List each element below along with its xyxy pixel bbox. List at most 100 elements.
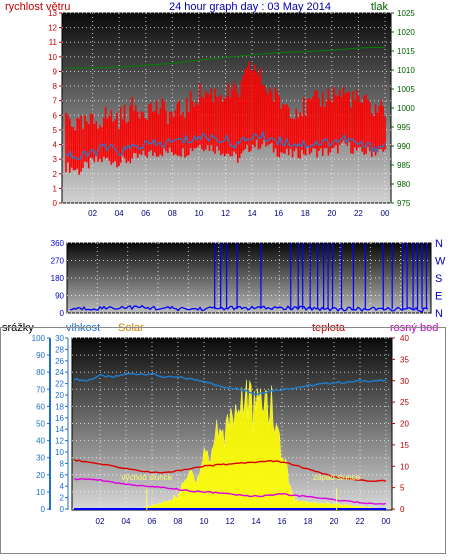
wind-speed-tick-label: 3 xyxy=(53,155,58,164)
humidity-tick-label: 26 xyxy=(55,357,64,366)
direction-panel-grid xyxy=(67,242,431,314)
hour-tick-label: 12 xyxy=(221,209,230,218)
temperature-tick-label: 15 xyxy=(400,441,409,450)
hour-tick-label: 10 xyxy=(194,209,203,218)
humidity-tick-label: 0 xyxy=(60,505,65,514)
humidity-tick-label: 4 xyxy=(60,482,65,491)
humidity-line xyxy=(73,372,387,396)
hour-tick-label: 16 xyxy=(274,209,283,218)
wind-speed-tick-label: 2 xyxy=(53,170,58,179)
hour-tick-label: 20 xyxy=(330,517,339,526)
temperature-tick-label: 40 xyxy=(400,334,409,343)
direction-tick-label: 0 xyxy=(60,309,65,318)
temperature-tick-label: 35 xyxy=(400,355,409,364)
climate-panel-series: východ slunce západ slunce xyxy=(73,372,387,510)
pressure-tick-label: 975 xyxy=(397,199,411,208)
wind-speed-tick-label: 5 xyxy=(53,126,58,135)
pressure-tick-label: 1025 xyxy=(397,9,415,18)
hour-tick-label: 08 xyxy=(174,517,183,526)
sun-event-label: západ slunce xyxy=(313,473,361,482)
graph-title: 24 hour graph day : 03 May 2014 xyxy=(169,1,331,13)
humidity-tick-label: 20 xyxy=(55,391,64,400)
temperature-tick-label: 30 xyxy=(400,377,409,386)
rain-tick-label: 100 xyxy=(32,334,46,343)
wind-panel-axes: 0123456789101112139759809859909951000100… xyxy=(48,9,415,218)
rain-tick-label: 50 xyxy=(36,420,45,429)
hour-tick-label: 00 xyxy=(382,517,391,526)
dewpoint-line xyxy=(73,477,387,505)
humidity-tick-label: 2 xyxy=(60,494,65,503)
wind-average-line xyxy=(65,129,386,161)
direction-tick-label: 360 xyxy=(51,239,65,248)
hour-tick-label: 18 xyxy=(304,517,313,526)
humidity-tick-label: 12 xyxy=(55,437,64,446)
hour-tick-label: 04 xyxy=(122,517,131,526)
pressure-label: tlak xyxy=(371,1,389,13)
rain-tick-label: 80 xyxy=(36,368,45,377)
humidity-tick-label: 8 xyxy=(60,459,65,468)
wind-speed-tick-label: 4 xyxy=(53,141,58,150)
temperature-line xyxy=(73,458,387,483)
wind-direction-line xyxy=(69,304,429,313)
temperature-tick-label: 5 xyxy=(400,484,405,493)
hour-tick-label: 14 xyxy=(252,517,261,526)
rain-tick-label: 40 xyxy=(36,437,45,446)
wind-speed-tick-label: 9 xyxy=(53,67,58,76)
humidity-tick-label: 28 xyxy=(55,345,64,354)
rain-tick-label: 90 xyxy=(36,351,45,360)
wind-speed-tick-label: 11 xyxy=(49,38,58,47)
bottom-frame xyxy=(0,327,446,554)
hour-tick-label: 22 xyxy=(354,209,363,218)
pressure-line xyxy=(66,46,386,69)
humidity-tick-label: 18 xyxy=(55,402,64,411)
temperature-tick-label: 20 xyxy=(400,420,409,429)
rain-tick-label: 20 xyxy=(36,471,45,480)
rain-tick-label: 10 xyxy=(36,488,45,497)
hour-tick-label: 02 xyxy=(96,517,105,526)
hour-tick-label: 06 xyxy=(141,209,150,218)
compass-label: N xyxy=(435,308,443,320)
wind-speed-tick-label: 7 xyxy=(53,97,58,106)
wind-speed-tick-label: 10 xyxy=(48,53,57,62)
pressure-tick-label: 1020 xyxy=(397,28,415,37)
direction-panel-plot xyxy=(66,242,432,314)
wind-speed-label: rychlost větru xyxy=(5,1,70,13)
pressure-tick-label: 980 xyxy=(397,180,411,189)
pressure-tick-label: 1015 xyxy=(397,47,415,56)
humidity-tick-label: 30 xyxy=(55,334,64,343)
humidity-tick-label: 10 xyxy=(55,448,64,457)
humidity-tick-label: 24 xyxy=(55,368,64,377)
wind-speed-tick-label: 12 xyxy=(48,24,57,33)
rain-tick-label: 0 xyxy=(41,505,46,514)
pressure-tick-label: 995 xyxy=(397,123,411,132)
hour-tick-label: 16 xyxy=(278,517,287,526)
wind-speed-tick-label: 6 xyxy=(53,111,58,120)
humidity-tick-label: 6 xyxy=(60,471,65,480)
pressure-tick-label: 985 xyxy=(397,161,411,170)
hour-tick-label: 06 xyxy=(148,517,157,526)
rain-tick-label: 30 xyxy=(36,454,45,463)
pressure-tick-label: 1000 xyxy=(397,104,415,113)
wind-speed-tick-label: 13 xyxy=(48,9,57,18)
temperature-tick-label: 10 xyxy=(400,462,409,471)
wind-speed-tick-label: 8 xyxy=(53,82,58,91)
pressure-tick-label: 1005 xyxy=(397,85,415,94)
temperature-tick-label: 25 xyxy=(400,398,409,407)
compass-label: W xyxy=(435,256,446,268)
hour-tick-label: 18 xyxy=(301,209,310,218)
temperature-tick-label: 0 xyxy=(400,505,405,514)
wind-gust-band xyxy=(65,61,386,175)
hour-tick-label: 12 xyxy=(226,517,235,526)
hour-tick-label: 08 xyxy=(168,209,177,218)
rain-tick-label: 70 xyxy=(36,385,45,394)
direction-tick-label: 180 xyxy=(51,274,65,283)
compass-label: E xyxy=(435,291,442,303)
climate-panel-axes: 0102030405060708090100024681012141618202… xyxy=(32,334,410,526)
hour-tick-label: 20 xyxy=(327,209,336,218)
hour-tick-label: 00 xyxy=(381,209,390,218)
direction-tick-label: 90 xyxy=(55,292,64,301)
pressure-tick-label: 1010 xyxy=(397,66,415,75)
sun-event-label: východ slunce xyxy=(121,473,172,482)
